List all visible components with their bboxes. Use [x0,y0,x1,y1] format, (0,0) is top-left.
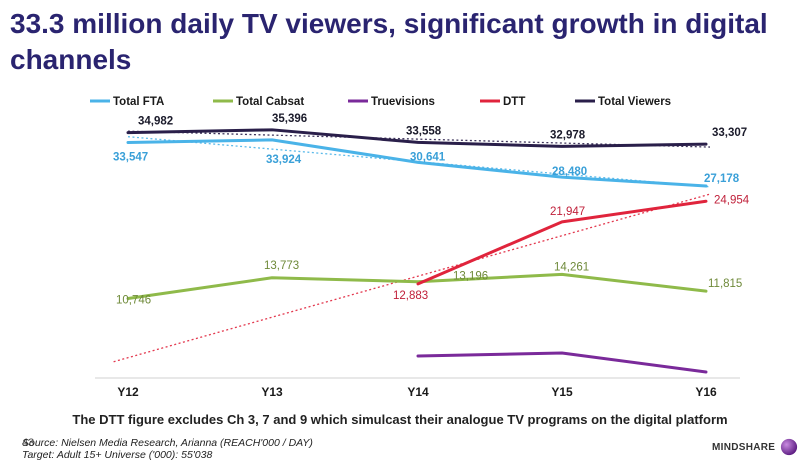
chart-footnote: The DTT figure excludes Ch 3, 7 and 9 wh… [72,412,728,427]
logo-sphere-icon [781,438,798,456]
data-label-total-cabsat: 11,815 [708,278,742,290]
trendlines [113,130,711,363]
legend-label-dtt: DTT [503,96,525,108]
slide-title: 33.3 million daily TV viewers, significa… [10,8,768,75]
target-line: Target: Adult 15+ Universe ('000): 55'03… [22,449,213,461]
x-axis-ticks: Y12 Y13 Y14 Y15 Y16 [117,385,717,399]
data-label-total-viewers: 35,396 [272,113,307,125]
legend-label-truevisions: Truevisions [371,96,435,108]
trendline-total-fta [127,136,711,188]
series-line-total-cabsat [126,272,708,300]
data-label-total-fta: 30,641 [410,151,446,163]
series-line-total-viewers [126,128,708,148]
data-label-dtt: 12,883 [393,290,428,302]
legend-label-total-fta: Total FTA [113,96,164,108]
x-tick-label: Y15 [551,385,573,399]
series-line-truevisions [416,351,708,374]
data-label-dtt: 21,947 [550,206,585,218]
source-line: Source: Nielsen Media Research, Arianna … [22,437,313,449]
trendline-dtt [113,193,711,363]
x-tick-label: Y12 [117,385,139,399]
data-label-total-viewers: 34,982 [138,116,173,128]
chart-legend: Total FTA Total Cabsat Truevisions DTT Total… [90,96,671,108]
x-tick-label: Y16 [695,385,717,399]
data-label-total-fta: 28,480 [552,166,587,178]
data-label-total-cabsat: 13,196 [453,271,488,283]
data-label-total-viewers: 33,307 [712,127,747,139]
data-label-total-cabsat: 13,773 [264,260,299,272]
data-label-total-fta: 33,924 [266,154,302,166]
data-label-total-fta: 33,547 [113,151,148,163]
series-line-total-fta [126,138,708,188]
x-tick-label: Y14 [407,385,429,399]
data-labels: 33,547 33,924 30,641 28,480 27,178 10,746 13,7… [113,113,750,307]
data-label-total-cabsat: 10,746 [116,294,151,306]
source-note: Source: Nielsen Media Research, Arianna … [22,437,313,461]
data-label-total-fta: 27,178 [704,173,740,185]
x-tick-label: Y13 [261,385,283,399]
legend-label-total-cabsat: Total Cabsat [236,96,304,108]
series-line-dtt [416,199,708,286]
page-number: 43 [22,437,35,449]
series-lines [126,128,708,374]
data-label-total-viewers: 32,978 [550,129,586,141]
mindshare-logo: MINDSHARE [712,436,798,458]
data-label-total-cabsat: 14,261 [554,261,589,273]
data-label-dtt: 24,954 [714,194,750,206]
legend-label-total-viewers: Total Viewers [598,96,671,108]
logo-text: MINDSHARE [712,441,776,453]
data-label-total-viewers: 33,558 [406,125,442,137]
